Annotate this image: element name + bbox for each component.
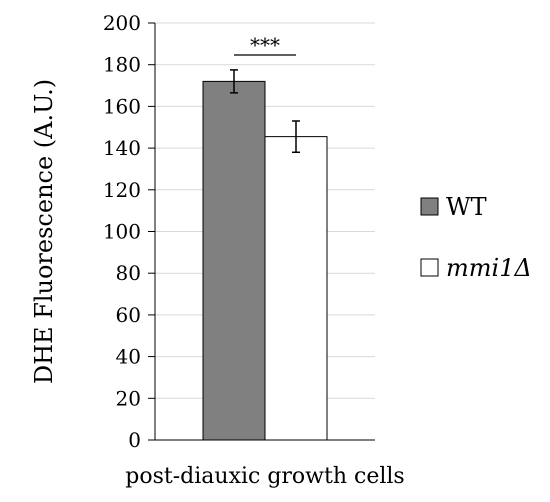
bars: [202, 80, 328, 441]
bar-wt: [202, 80, 266, 441]
y-tick-label: 60: [116, 303, 141, 327]
y-tick-label: 200: [103, 11, 141, 35]
legend-swatch-wt: [420, 197, 439, 216]
y-tick-label: 20: [116, 386, 141, 410]
y-tick-label: 120: [103, 178, 141, 202]
legend-swatch-mmi1-delta: [420, 258, 439, 277]
y-tick-label: 180: [103, 53, 141, 77]
y-tick-label: 160: [103, 94, 141, 118]
y-tick-label: 0: [128, 428, 141, 452]
legend-label-wt: WT: [446, 193, 487, 221]
x-axis-label: post-diauxic growth cells: [125, 464, 404, 489]
bar-mmi1-delta: [264, 136, 328, 441]
y-axis-label: DHE Fluorescence (A.U.): [30, 79, 58, 384]
y-tick-label: 80: [116, 261, 141, 285]
significance-stars: ***: [250, 33, 280, 57]
y-tick-label: 100: [103, 220, 141, 244]
error-bars: [230, 69, 300, 154]
y-tick-label: 140: [103, 136, 141, 160]
significance-annotation: ***: [234, 33, 296, 57]
legend: WT mmi1Δ: [420, 193, 532, 282]
y-tick-label: 40: [116, 345, 141, 369]
legend-label-mmi1-delta: mmi1Δ: [446, 254, 532, 282]
y-axis-ticks: 0 20 40 60 80 100 120 140 160 180 200: [103, 11, 155, 452]
